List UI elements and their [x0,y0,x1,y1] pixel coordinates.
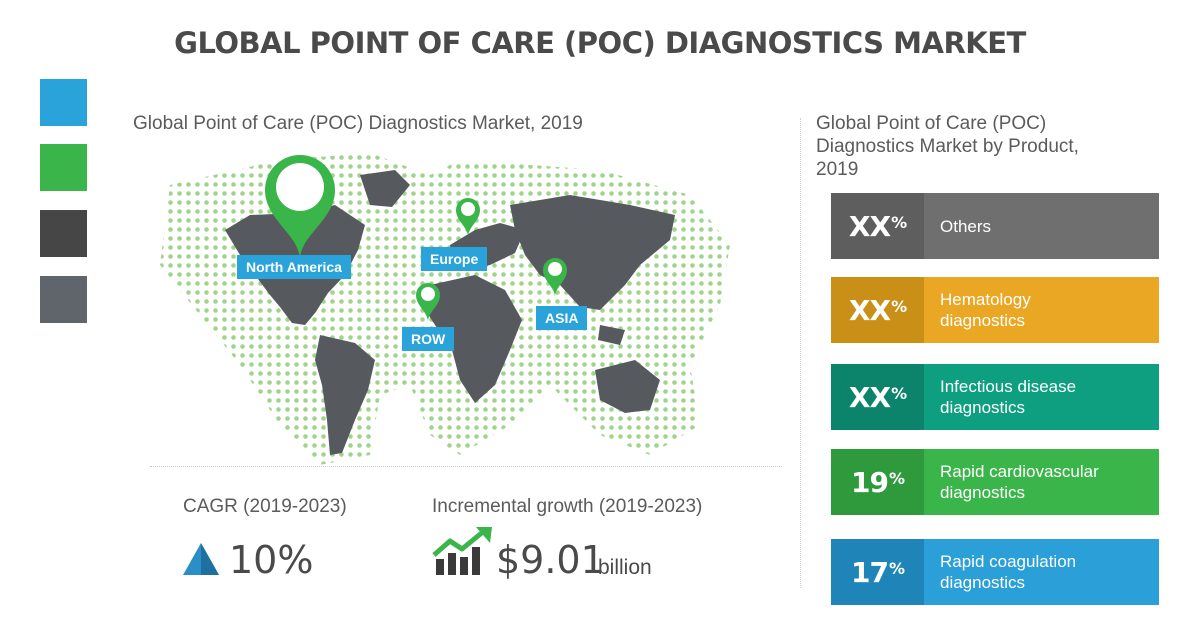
product-pct: XX% [831,193,924,259]
cagr-label: CAGR (2019-2023) [183,496,347,517]
swatch-green [40,144,87,191]
product-label: Infectious disease diagnostics [924,364,1159,430]
page-title: GLOBAL POINT OF CARE (POC) DIAGNOSTICS M… [174,26,1026,60]
product-pct: 19% [831,449,924,515]
product-label: Rapid coagulation diagnostics [924,539,1159,605]
swatch-dark-gray [40,210,87,257]
growth-value: $9.01 [496,538,605,582]
region-label-row: ROW [402,327,455,351]
growth-label: Incremental growth (2019-2023) [432,496,703,517]
region-label-asia: ASIA [536,306,588,330]
product-pct: XX% [831,364,924,430]
swatch-gray [40,276,87,323]
product-label: Others [924,193,1159,259]
growth-unit: billion [598,556,652,579]
map-title: Global Point of Care (POC) Diagnostics M… [133,113,583,134]
product-row-rapid-coagulation: 17% Rapid coagulation diagnostics [831,539,1159,605]
product-row-others: XX% Others [831,193,1159,259]
product-pct: 17% [831,539,924,605]
products-title: Global Point of Care (POC) Diagnostics M… [816,112,1079,181]
swatch-blue [40,79,87,126]
products-title-line-2: Diagnostics Market by Product, [816,136,1079,157]
product-row-infectious-disease: XX% Infectious disease diagnostics [831,364,1159,430]
cagr-value: 10% [229,538,314,582]
growth-chart-icon [432,527,492,575]
region-label-europe: Europe [421,247,488,271]
map-pins [265,155,567,322]
products-title-line-3: 2019 [816,159,859,180]
product-label: Hematology diagnostics [924,277,1159,343]
map-continents [225,170,675,455]
triangle-up-icon [183,543,219,575]
product-row-rapid-cardiovascular: 19% Rapid cardiovascular diagnostics [831,449,1159,515]
vertical-divider [800,118,801,588]
product-label: Rapid cardiovascular diagnostics [924,449,1159,515]
region-label-north-america: North America [237,255,351,279]
world-map [160,153,730,465]
products-title-line-1: Global Point of Care (POC) [816,113,1047,134]
product-pct: XX% [831,277,924,343]
product-row-hematology: XX% Hematology diagnostics [831,277,1159,343]
horizontal-divider [150,466,782,467]
